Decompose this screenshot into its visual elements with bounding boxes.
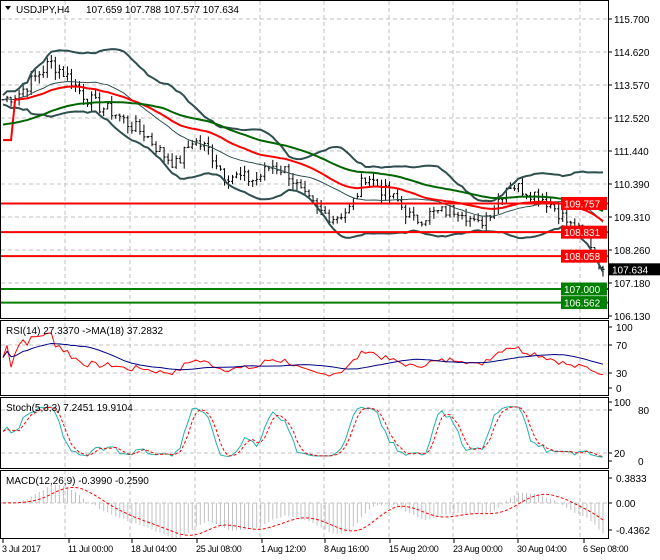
rsi-ma-line [2,342,604,371]
level-label-bg [561,249,607,263]
time-axis-label: 3 Jul 2017 [2,544,41,554]
upper-band [2,48,604,203]
axes: 109.757 108.831 108.058 107.000 106.562 115.7… [2,15,660,554]
level-label-bg [561,225,607,239]
indicator-axis-label: 70 [616,341,628,352]
time-axis-label: 30 Aug 04:00 [517,544,567,554]
rsi-panel[interactable] [2,332,604,377]
time-axis-label: 11 Jul 00:00 [68,544,113,554]
chart-header: USDJPY,H4 [16,5,70,16]
macd-label: MACD(12,26,9) -0.3990 -0.2590 [6,476,149,487]
time-axis-label: 1 Aug 12:00 [261,544,306,554]
price-axis-label: 106.130 [614,312,651,323]
level-label: 106.562 [564,299,601,310]
time-axis-label: 15 Aug 20:00 [389,544,439,554]
level-label-bg [561,282,607,296]
middle-band [2,81,604,223]
level-label: 108.058 [564,252,601,263]
ma-fast-line [2,85,604,222]
chart-ohlc: 107.659 107.788 107.577 107.634 [86,5,239,16]
level-label: 107.000 [564,285,601,296]
indicator-axis-label: 0.00 [616,499,636,510]
price-axis-label: 108.260 [614,246,651,257]
current-price-bg [609,263,660,276]
level-label-bg [561,296,607,310]
time-axis-label: 25 Jul 08:00 [196,544,242,554]
rsi-label: RSI(14) 27.3370 ->MA(18) 37.2832 [6,326,163,337]
macd-panel[interactable] [2,484,604,539]
price-axis-label: 112.520 [614,114,650,125]
macd-signal-line [2,487,604,536]
time-axis-label: 6 Sep 08:00 [583,544,629,554]
stoch-signal-line [2,406,604,457]
stochastic-panel[interactable] [2,406,604,458]
indicator-axis-label: 0 [638,457,644,468]
indicator-axis-label: 100 [614,398,631,409]
level-label: 109.757 [564,199,601,210]
indicator-axis-label: -0.4362 [616,526,650,537]
current-price-label: 107.634 [612,265,649,276]
indicator-axis-label: 100 [616,323,633,334]
price-axis-label: 115.700 [614,15,650,26]
collapse-triangle-icon[interactable] [5,6,11,10]
panel-frames [0,0,609,539]
stoch-main-line [2,406,604,458]
price-axis-label: 110.390 [614,180,650,191]
indicator-axis-label: 0 [616,384,622,395]
price-axis-label: 111.440 [614,147,649,158]
rsi-line [2,332,604,377]
indicator-axis-label: 20 [614,449,626,460]
time-axis-label: 8 Aug 16:00 [324,544,369,554]
price-axis-label: 114.620 [614,48,650,59]
indicator-axis-label: 80 [638,406,650,417]
price-axis-label: 113.570 [614,81,650,92]
time-axis-label: 23 Aug 00:00 [453,544,503,554]
grid [1,1,608,538]
level-label-bg [561,196,607,210]
indicator-axis-label: 0.3833 [616,474,647,485]
indicator-axis-label: 30 [616,369,628,380]
stoch-label: Stoch(5,3,3) 7.2451 19.9104 [6,403,133,414]
time-axis-label: 18 Jul 04:00 [131,544,177,554]
price-axis-label: 107.180 [614,279,651,290]
ma-slow-line [2,101,604,213]
price-axis-label: 109.310 [614,213,651,224]
level-label: 108.831 [564,228,601,239]
